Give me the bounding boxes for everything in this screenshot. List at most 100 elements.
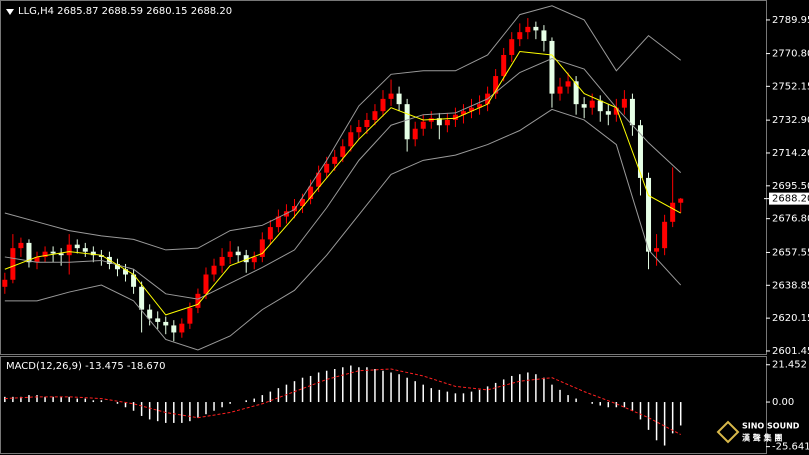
indicator-line <box>4 368 681 435</box>
chart-title: LLG,H4 2685.87 2688.59 2680.15 2688.20 <box>18 6 232 17</box>
candle-body <box>147 309 153 319</box>
candle-body <box>2 279 8 287</box>
candle-body <box>10 248 16 280</box>
candle-body <box>613 107 619 115</box>
y-tick-label: 21.452 <box>772 360 807 371</box>
candle-body <box>50 251 56 254</box>
candle-body <box>42 251 48 257</box>
candle-body <box>82 248 88 252</box>
candle-body <box>235 251 241 256</box>
candle-body <box>18 242 24 249</box>
y-tick-label: -25.641 <box>772 442 809 453</box>
candle-body <box>517 32 523 40</box>
candle-body <box>646 177 652 252</box>
y-tick-label: 2752.15 <box>772 81 809 92</box>
y-tick-label: 2620.15 <box>772 313 809 324</box>
candle-body <box>412 128 418 140</box>
header-icon <box>6 9 14 15</box>
candle-body <box>34 256 40 263</box>
candle-body <box>501 54 507 77</box>
candle-body <box>219 256 225 266</box>
candle-body <box>211 265 217 275</box>
candle-body <box>139 286 145 310</box>
candle-body <box>114 263 120 270</box>
candle-body <box>380 98 386 112</box>
candle-body <box>348 132 354 147</box>
candle-body <box>58 253 64 256</box>
candle-body <box>509 39 515 55</box>
candle-body <box>26 242 32 263</box>
candle-body <box>533 26 539 31</box>
candle-body <box>436 118 442 126</box>
candle-body <box>300 198 306 207</box>
candle-body <box>90 251 96 256</box>
y-tick-label: 2770.80 <box>772 49 809 60</box>
candle-body <box>605 111 611 115</box>
y-tick-label: 2714.20 <box>772 148 809 159</box>
candle-body <box>549 40 555 94</box>
candle-body <box>227 251 233 257</box>
logo-subtitle: 漢 聲 集 團 <box>742 433 782 443</box>
candle-body <box>187 307 193 324</box>
candle-body <box>332 156 338 164</box>
candle-body <box>565 81 571 87</box>
logo-icon <box>716 420 740 444</box>
candle-body <box>557 86 563 94</box>
candle-body <box>573 81 579 105</box>
candle-body <box>163 321 169 326</box>
candle-body <box>597 100 603 112</box>
candle-body <box>275 216 281 228</box>
indicator-line <box>4 50 681 316</box>
candle-body <box>131 274 137 287</box>
candle-body <box>98 255 104 257</box>
candle-body <box>525 26 531 33</box>
y-tick-label: 2676.80 <box>772 214 809 225</box>
price-panel <box>0 0 767 355</box>
y-tick-label: 2695.50 <box>772 181 809 192</box>
candle-body <box>460 111 466 115</box>
candle-body <box>179 323 185 333</box>
candle-body <box>541 30 547 41</box>
y-tick-label: 2789.95 <box>772 15 809 26</box>
candle-body <box>637 125 643 178</box>
last-price-box <box>769 192 809 205</box>
candle-body <box>654 248 660 252</box>
candle-body <box>155 318 161 322</box>
candle-body <box>388 93 394 99</box>
candle-body <box>259 239 265 257</box>
candle-body <box>621 98 627 108</box>
candle-body <box>662 221 668 249</box>
candle-body <box>203 274 209 294</box>
candle-body <box>171 325 177 333</box>
candle-body <box>444 119 450 126</box>
candle-body <box>469 107 475 112</box>
candle-body <box>629 98 635 126</box>
y-tick-label: 0.00 <box>772 397 794 408</box>
candle-body <box>364 119 370 127</box>
candle-body <box>452 114 458 120</box>
candle-body <box>340 146 346 157</box>
candle-body <box>66 244 72 256</box>
candle-body <box>581 104 587 108</box>
candle-body <box>324 163 330 173</box>
candle-body <box>493 76 499 94</box>
candle-body <box>267 227 273 240</box>
candle-body <box>372 111 378 120</box>
candle-body <box>404 104 410 140</box>
candle-body <box>251 256 257 263</box>
candle-body <box>308 186 314 199</box>
last-price-label: 2688.20 <box>772 194 809 205</box>
indicator-line <box>4 108 682 351</box>
indicator-line <box>4 5 682 251</box>
candle-body <box>123 269 129 275</box>
logo: SINO SOUND 漢 聲 集 團 <box>716 420 800 444</box>
candle-body <box>195 293 201 308</box>
candle-body <box>589 100 595 108</box>
candle-body <box>356 126 362 133</box>
y-tick-label: 2601.45 <box>772 346 809 357</box>
y-tick-label: 2732.90 <box>772 115 809 126</box>
candle-body <box>396 93 402 105</box>
candle-body <box>243 255 249 263</box>
candle-body <box>477 104 483 108</box>
